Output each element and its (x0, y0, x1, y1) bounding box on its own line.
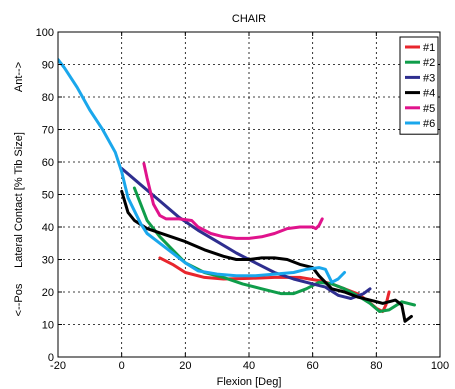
y-annotation-anterior: Ant--> (13, 62, 25, 92)
chart-title: CHAIR (232, 13, 266, 25)
y-tick-label: 80 (42, 92, 54, 104)
legend-label: #3 (423, 72, 435, 84)
y-tick-label: 0 (48, 352, 54, 364)
legend: #1 #2 #3 #4 #5 #6 (399, 36, 439, 135)
y-tick-label: 20 (42, 287, 54, 299)
y-tick-label: 100 (36, 27, 54, 39)
y-tick-label: 40 (42, 222, 54, 234)
y-tick-label: 10 (42, 320, 54, 332)
series-line-6 (58, 58, 346, 284)
legend-label: #1 (423, 42, 435, 54)
x-tick-label: 80 (370, 360, 382, 372)
legend-box (399, 36, 439, 135)
series-line-2 (132, 186, 416, 313)
series-line-5 (142, 162, 324, 240)
series-line-4 (120, 189, 413, 323)
y-tick-label: 70 (42, 125, 54, 137)
x-axis-title: Flexion [Deg] (217, 376, 282, 388)
y-tick-label: 50 (42, 190, 54, 202)
x-tick-label: 0 (119, 360, 125, 372)
y-axis-title: Lateral Contact [% Tib Size] (13, 132, 25, 268)
legend-label: #4 (423, 88, 435, 100)
x-tick-label: 100 (431, 360, 449, 372)
legend-label: #6 (423, 118, 435, 130)
y-tick-label: 60 (42, 157, 54, 169)
y-annotation-posterior: <--Pos (13, 283, 25, 316)
y-tick-label: 30 (42, 255, 54, 267)
legend-label: #2 (423, 57, 435, 69)
x-tick-label: 60 (307, 360, 319, 372)
y-tick-label: 90 (42, 60, 54, 72)
series-lines (58, 58, 416, 323)
x-tick-label: 20 (179, 360, 191, 372)
x-tick-label: -20 (50, 360, 66, 372)
legend-label: #5 (423, 103, 435, 115)
x-tick-label: 40 (243, 360, 255, 372)
series-line-3 (120, 167, 372, 300)
